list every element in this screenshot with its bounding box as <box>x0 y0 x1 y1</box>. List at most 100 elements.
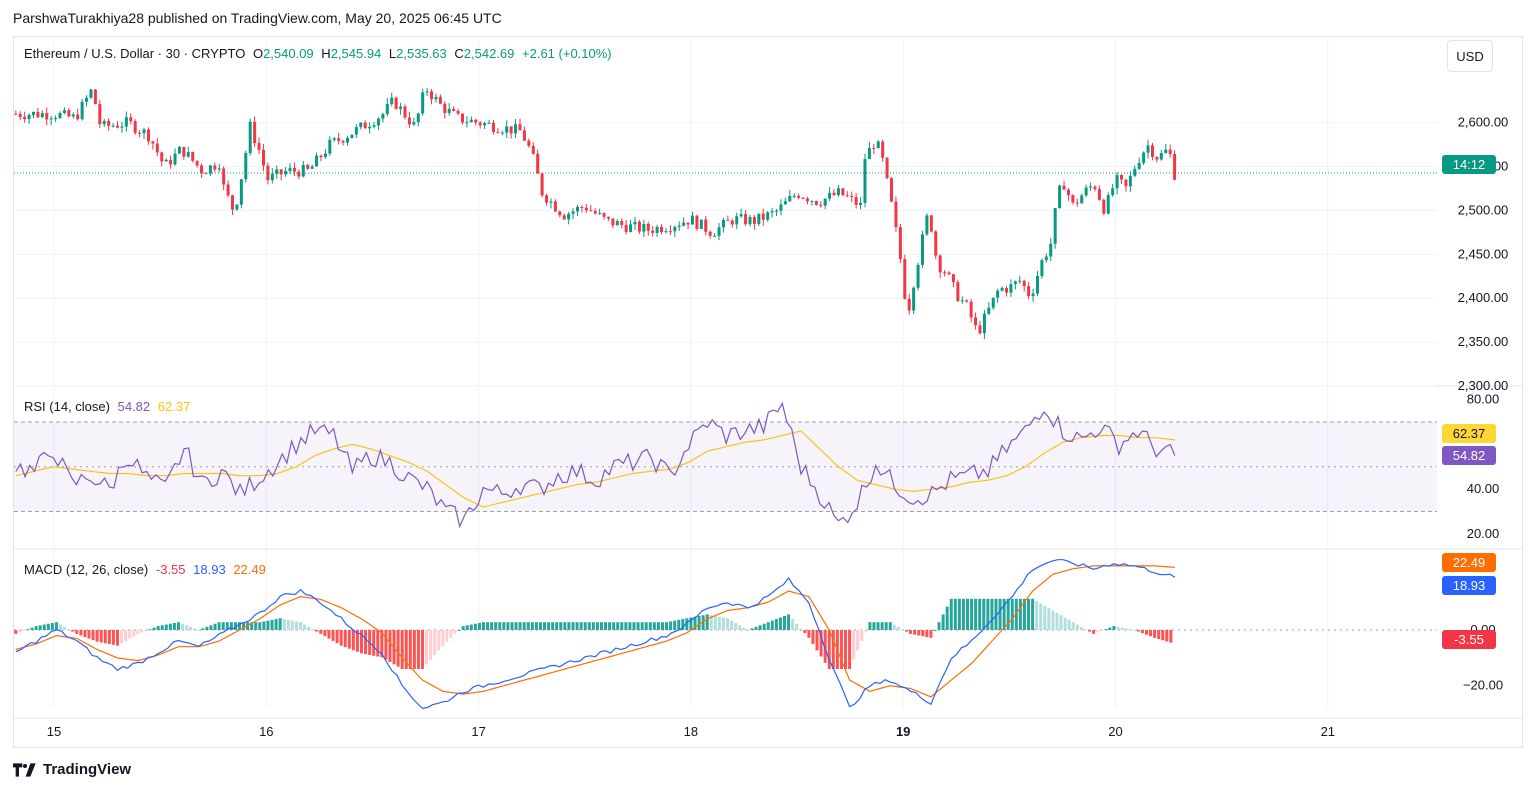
candle-body <box>138 132 142 134</box>
candle-body <box>943 272 947 274</box>
macd-histogram-bar <box>71 630 75 632</box>
candle-body <box>195 160 199 166</box>
candle-body <box>350 134 354 139</box>
candle-body <box>505 126 509 133</box>
macd-histogram-bar <box>1027 598 1031 630</box>
candle-body <box>425 91 429 93</box>
macd-histogram-bar <box>750 628 754 630</box>
candle-body <box>1000 288 1004 291</box>
candle-body <box>699 219 703 229</box>
macd-histogram-bar <box>160 625 164 630</box>
candle-body <box>89 89 93 98</box>
macd-histogram-bar <box>461 626 465 630</box>
currency-button[interactable]: USD <box>1447 40 1493 72</box>
macd-histogram-bar <box>571 622 575 630</box>
candle-body <box>1044 256 1048 261</box>
macd-histogram-bar <box>136 630 140 634</box>
candle-body <box>142 129 146 134</box>
candle-body <box>792 195 796 197</box>
candle-body <box>916 264 920 288</box>
macd-histogram-bar <box>457 630 461 631</box>
x-tick-label: 19 <box>896 724 910 739</box>
rsi-tick-label: 20.00 <box>1467 526 1500 541</box>
macd-histogram-bar <box>896 626 900 630</box>
candle-body <box>120 126 124 128</box>
macd-histogram-bar <box>538 622 542 630</box>
candle-body <box>823 198 827 206</box>
candle-body <box>346 138 350 143</box>
candle-body <box>885 157 889 179</box>
macd-histogram-bar <box>551 622 555 630</box>
macd-histogram-bar <box>303 624 307 630</box>
macd-histogram-bar <box>782 615 786 630</box>
macd-histogram-bar <box>152 627 156 630</box>
macd-histogram-bar <box>1100 630 1104 631</box>
candle-body <box>116 125 120 128</box>
macd-histogram-bar <box>189 626 193 630</box>
candle-body <box>881 141 885 158</box>
macd-histogram-bar <box>477 622 481 630</box>
candle-body <box>1027 286 1031 297</box>
candle-body <box>301 164 305 177</box>
symbol-label[interactable]: Ethereum / U.S. Dollar · 30 · CRYPTO <box>24 46 246 61</box>
low-value: 2,535.63 <box>396 46 447 61</box>
tradingview-logo[interactable]: TradingView <box>13 761 131 778</box>
macd-histogram-bar <box>359 630 363 654</box>
candle-body <box>925 215 929 235</box>
macd-histogram-bar <box>1108 627 1112 630</box>
macd-histogram-bar <box>665 622 669 630</box>
macd-badge: 18.93 <box>1442 576 1496 595</box>
macd-histogram-bar <box>384 630 388 660</box>
candle-body <box>231 195 235 210</box>
candle-body <box>45 113 49 120</box>
candle-body <box>27 114 31 120</box>
macd-histogram-bar <box>258 622 262 630</box>
macd-histogram-bar <box>640 622 644 630</box>
candle-body <box>288 167 292 172</box>
macd-histogram-bar <box>95 630 99 642</box>
macd-histogram-bar <box>433 630 437 655</box>
macd-histogram-bar <box>1051 610 1055 630</box>
candle-body <box>239 179 243 205</box>
candle-body <box>478 122 482 126</box>
macd-histogram-bar <box>791 619 795 630</box>
candle-body <box>213 165 217 170</box>
candle-body <box>49 118 53 120</box>
rsi-title[interactable]: RSI (14, close) <box>24 399 110 414</box>
macd-title[interactable]: MACD (12, 26, close) <box>24 562 149 577</box>
candle-body <box>580 206 584 208</box>
macd-histogram-bar <box>669 621 673 630</box>
macd-histogram-bar <box>34 626 38 630</box>
candle-body <box>797 195 801 198</box>
candle-body <box>1093 186 1097 190</box>
macd-histogram-bar <box>689 617 693 630</box>
macd-histogram-bar <box>364 630 368 655</box>
candle-body <box>531 145 535 154</box>
candle-body <box>461 113 465 123</box>
candle-body <box>624 224 628 232</box>
macd-histogram-bar <box>949 598 953 630</box>
macd-histogram-bar <box>1067 619 1071 630</box>
candle-body <box>735 216 739 225</box>
candle-body <box>956 282 960 302</box>
macd-histogram-bar <box>290 620 294 630</box>
macd-histogram-bar <box>266 620 270 630</box>
macd-histogram-bar <box>961 598 965 630</box>
high-value: 2,545.94 <box>330 46 382 61</box>
macd-histogram-bar <box>514 622 518 630</box>
macd-line <box>15 559 1176 709</box>
candle-body <box>1142 152 1146 163</box>
candle-body <box>434 96 438 100</box>
candle-body <box>770 211 774 213</box>
rsi-band-fill <box>14 422 1437 512</box>
macd-histogram-bar <box>1140 630 1144 634</box>
candle-body <box>509 126 513 134</box>
candle-body <box>200 165 204 174</box>
macd-histogram-bar <box>307 626 311 630</box>
macd-histogram-bar <box>843 630 847 669</box>
macd-histogram-bar <box>612 622 616 630</box>
macd-histogram-bar <box>83 630 87 638</box>
candle-body <box>1035 275 1039 294</box>
macd-hist-badge: -3.55 <box>1442 630 1496 649</box>
